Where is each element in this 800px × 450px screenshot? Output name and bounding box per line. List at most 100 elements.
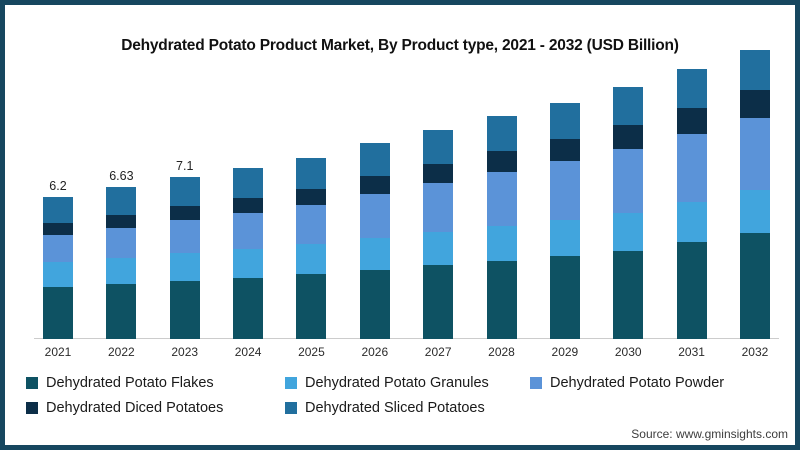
stacked-bar-2024[interactable] — [233, 168, 264, 339]
plot-area: 6.2 2021 6.63 2022 7.1 2023 2024 2025 2026 20… — [34, 0, 779, 366]
legend-swatch-powder — [530, 376, 542, 389]
bar-segment-powder-2025[interactable] — [296, 205, 327, 244]
legend-item-diced[interactable]: Dehydrated Diced Potatoes — [26, 400, 285, 416]
bar-segment-powder-2031[interactable] — [676, 134, 707, 202]
bar-segment-sliced-2032[interactable] — [739, 50, 770, 90]
x-axis-label-2031: 2031 — [678, 345, 705, 359]
bar-group-2030: 2030 — [613, 69, 644, 366]
bar-segment-flakes-2025[interactable] — [296, 274, 327, 339]
bar-segment-powder-2028[interactable] — [486, 172, 517, 226]
bar-segment-granules-2024[interactable] — [233, 249, 264, 278]
bar-segment-granules-2021[interactable] — [43, 262, 73, 287]
bar-segment-powder-2030[interactable] — [613, 149, 644, 213]
bar-segment-powder-2021[interactable] — [43, 235, 73, 262]
bar-group-2031: 2031 — [676, 51, 707, 366]
bar-segment-sliced-2027[interactable] — [423, 130, 454, 164]
bar-segment-diced-2024[interactable] — [233, 198, 264, 213]
bar-segment-granules-2031[interactable] — [676, 202, 707, 242]
bar-segment-flakes-2022[interactable] — [106, 284, 137, 339]
stacked-bar-2025[interactable] — [296, 158, 327, 339]
bar-segment-diced-2021[interactable] — [43, 223, 73, 235]
bar-group-2023: 7.1 2023 — [169, 159, 200, 366]
stacked-bar-2023[interactable] — [169, 177, 200, 339]
bar-segment-flakes-2031[interactable] — [676, 242, 707, 339]
bar-segment-sliced-2022[interactable] — [106, 187, 137, 215]
x-axis-line — [34, 338, 779, 339]
stacked-bar-2029[interactable] — [549, 103, 580, 339]
stacked-bar-2028[interactable] — [486, 116, 517, 339]
bar-segment-flakes-2030[interactable] — [613, 251, 644, 339]
bar-segment-diced-2027[interactable] — [423, 164, 454, 183]
stacked-bar-2022[interactable] — [106, 187, 137, 339]
legend-swatch-diced — [26, 401, 38, 414]
bar-segment-flakes-2023[interactable] — [169, 281, 200, 339]
bar-segment-powder-2029[interactable] — [549, 161, 580, 220]
x-axis-label-2030: 2030 — [614, 345, 642, 359]
bar-segment-sliced-2025[interactable] — [296, 158, 327, 189]
bar-segment-diced-2029[interactable] — [549, 139, 580, 161]
bar-segment-powder-2032[interactable] — [739, 118, 770, 190]
bar-segment-granules-2030[interactable] — [613, 213, 644, 251]
bar-segment-sliced-2031[interactable] — [676, 69, 707, 108]
bar-segment-granules-2029[interactable] — [549, 220, 580, 256]
bar-segment-granules-2023[interactable] — [169, 253, 200, 281]
bar-group-2029: 2029 — [549, 85, 580, 366]
bar-total-label-2023: 7.1 — [176, 159, 194, 173]
bar-segment-granules-2025[interactable] — [296, 244, 327, 274]
stacked-bar-2027[interactable] — [423, 130, 454, 339]
bar-segment-flakes-2029[interactable] — [549, 256, 580, 339]
bar-segment-diced-2032[interactable] — [739, 90, 770, 118]
bar-segment-sliced-2029[interactable] — [549, 103, 580, 139]
bar-segment-sliced-2030[interactable] — [613, 87, 644, 125]
bar-segment-sliced-2023[interactable] — [169, 177, 200, 206]
bar-group-2032: 2032 — [739, 32, 770, 366]
bar-segment-diced-2026[interactable] — [359, 176, 390, 194]
bar-segment-flakes-2032[interactable] — [739, 233, 770, 339]
legend-item-powder[interactable]: Dehydrated Potato Powder — [530, 375, 724, 391]
bar-segment-diced-2030[interactable] — [613, 125, 644, 149]
bar-segment-flakes-2024[interactable] — [233, 278, 264, 339]
bar-segment-flakes-2028[interactable] — [486, 261, 517, 339]
x-axis-label-2026: 2026 — [361, 345, 389, 359]
legend-item-sliced[interactable]: Dehydrated Sliced Potatoes — [285, 400, 530, 416]
bar-segment-flakes-2021[interactable] — [43, 287, 73, 339]
bar-segment-sliced-2026[interactable] — [359, 143, 390, 176]
bar-total-label-2030 — [626, 69, 629, 84]
bar-segment-granules-2026[interactable] — [359, 238, 390, 270]
bar-group-2027: 2027 — [423, 112, 454, 366]
bar-segment-powder-2022[interactable] — [106, 228, 137, 258]
bar-segment-granules-2028[interactable] — [486, 226, 517, 261]
stacked-bar-2032[interactable] — [739, 50, 770, 339]
x-axis-label-2028: 2028 — [488, 345, 515, 359]
bar-segment-sliced-2028[interactable] — [486, 116, 517, 151]
bar-segment-granules-2022[interactable] — [106, 258, 137, 284]
stacked-bar-2021[interactable] — [43, 197, 73, 339]
stacked-bar-2026[interactable] — [359, 143, 390, 339]
bar-segment-sliced-2024[interactable] — [233, 168, 264, 198]
x-axis-label-2032: 2032 — [741, 345, 769, 359]
bar-segment-flakes-2026[interactable] — [359, 270, 390, 339]
legend-item-granules[interactable]: Dehydrated Potato Granules — [285, 375, 530, 391]
bar-total-label-2032 — [753, 32, 756, 47]
bar-segment-diced-2023[interactable] — [169, 206, 200, 220]
stacked-bar-2030[interactable] — [613, 87, 644, 339]
bar-segment-granules-2027[interactable] — [423, 232, 454, 265]
bar-segment-granules-2032[interactable] — [739, 190, 770, 233]
bar-segment-powder-2027[interactable] — [423, 183, 454, 232]
bar-segment-powder-2023[interactable] — [169, 220, 200, 253]
bar-segment-flakes-2027[interactable] — [423, 265, 454, 339]
bar-segment-diced-2031[interactable] — [676, 108, 707, 134]
legend-item-flakes[interactable]: Dehydrated Potato Flakes — [26, 375, 285, 391]
bar-segment-powder-2024[interactable] — [233, 213, 264, 249]
legend-swatch-granules — [285, 376, 297, 389]
stacked-bar-2031[interactable] — [676, 69, 707, 339]
bar-segment-diced-2022[interactable] — [106, 215, 137, 228]
bar-segment-sliced-2021[interactable] — [43, 197, 73, 223]
bar-segment-powder-2026[interactable] — [359, 194, 390, 238]
x-axis-label-2024: 2024 — [234, 345, 262, 359]
bar-segment-diced-2028[interactable] — [486, 151, 517, 172]
bar-group-2026: 2026 — [359, 125, 390, 366]
bar-segment-diced-2025[interactable] — [296, 189, 327, 205]
legend-row-2: Dehydrated Diced Potatoes Dehydrated Slic… — [26, 395, 724, 420]
chart-legend: Dehydrated Potato Flakes Dehydrated Potat… — [26, 370, 724, 420]
